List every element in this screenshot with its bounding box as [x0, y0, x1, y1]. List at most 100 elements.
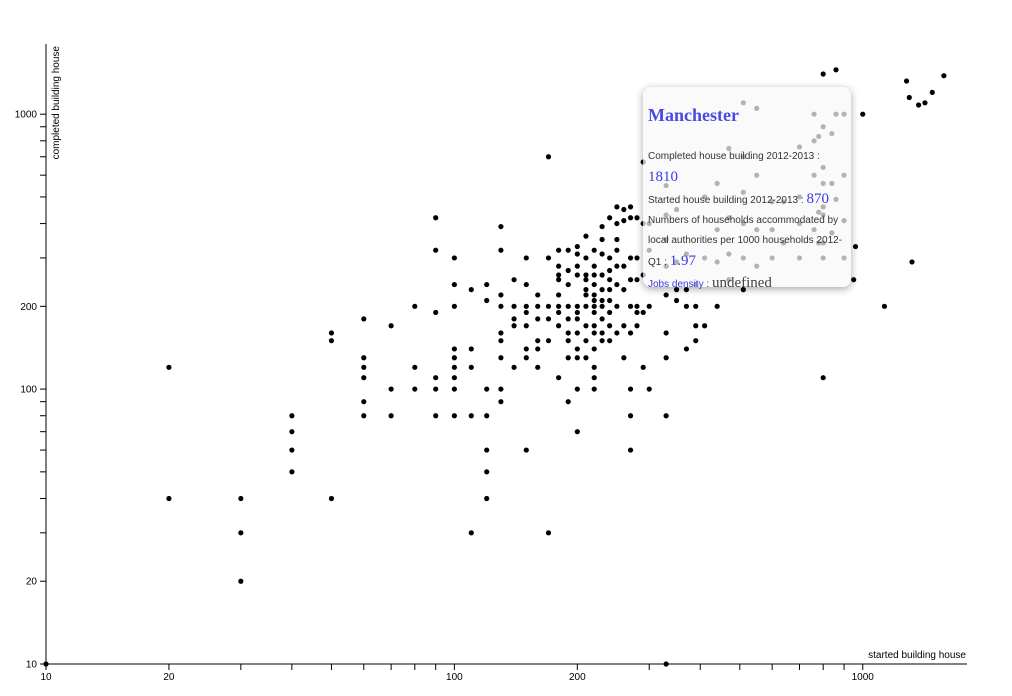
data-point[interactable] — [451, 281, 457, 288]
data-point[interactable] — [640, 309, 646, 316]
data-point[interactable] — [583, 292, 589, 298]
data-point[interactable] — [556, 277, 562, 283]
data-point[interactable] — [556, 323, 562, 329]
data-point[interactable] — [484, 281, 490, 288]
data-point[interactable] — [289, 413, 295, 419]
data-point[interactable] — [451, 375, 457, 381]
data-point[interactable] — [607, 309, 613, 316]
data-point[interactable] — [412, 303, 418, 309]
data-point[interactable] — [673, 297, 680, 304]
data-point[interactable] — [634, 303, 640, 309]
data-point[interactable] — [621, 206, 627, 213]
data-point[interactable] — [599, 272, 605, 278]
data-point[interactable] — [591, 272, 597, 278]
data-point[interactable] — [545, 255, 552, 261]
data-point[interactable] — [388, 323, 394, 329]
data-point[interactable] — [627, 386, 634, 392]
data-point[interactable] — [361, 375, 367, 381]
data-point[interactable] — [574, 386, 580, 392]
data-point[interactable] — [574, 272, 580, 278]
data-point[interactable] — [627, 413, 634, 419]
data-point[interactable] — [614, 204, 620, 210]
data-point[interactable] — [851, 277, 857, 283]
data-point[interactable] — [915, 102, 922, 108]
data-point[interactable] — [498, 338, 504, 344]
data-point[interactable] — [852, 243, 859, 250]
data-point[interactable] — [433, 413, 439, 419]
data-point[interactable] — [484, 495, 490, 502]
data-point[interactable] — [614, 330, 620, 336]
data-point[interactable] — [574, 330, 580, 336]
data-point[interactable] — [740, 287, 746, 293]
data-point[interactable] — [565, 330, 571, 336]
data-point[interactable] — [523, 346, 529, 352]
data-point[interactable] — [640, 364, 646, 370]
data-point[interactable] — [607, 287, 613, 293]
data-point[interactable] — [484, 447, 490, 453]
data-point[interactable] — [523, 323, 529, 329]
data-point[interactable] — [583, 323, 589, 329]
data-point[interactable] — [498, 223, 504, 230]
data-point[interactable] — [556, 309, 562, 316]
data-point[interactable] — [646, 386, 652, 392]
data-point[interactable] — [238, 530, 244, 536]
data-point[interactable] — [498, 292, 504, 298]
data-point[interactable] — [574, 263, 580, 269]
data-point[interactable] — [591, 386, 597, 392]
data-point[interactable] — [591, 346, 597, 352]
data-point[interactable] — [361, 316, 367, 322]
data-point[interactable] — [860, 111, 866, 117]
data-point[interactable] — [627, 277, 634, 283]
data-point[interactable] — [166, 364, 172, 370]
data-point[interactable] — [591, 309, 597, 316]
data-point[interactable] — [627, 330, 634, 336]
data-point[interactable] — [523, 447, 529, 453]
data-point[interactable] — [903, 78, 910, 84]
data-point[interactable] — [535, 292, 541, 298]
data-point[interactable] — [545, 530, 552, 536]
data-point[interactable] — [511, 316, 517, 322]
data-point[interactable] — [574, 355, 580, 361]
data-point[interactable] — [468, 530, 474, 536]
data-point[interactable] — [565, 399, 571, 405]
data-point[interactable] — [634, 277, 640, 283]
data-point[interactable] — [673, 287, 680, 293]
data-point[interactable] — [574, 303, 580, 309]
data-point[interactable] — [599, 330, 605, 336]
data-point[interactable] — [468, 364, 474, 370]
data-point[interactable] — [468, 346, 474, 352]
data-point[interactable] — [621, 287, 627, 293]
data-point[interactable] — [574, 251, 580, 257]
data-point[interactable] — [583, 287, 589, 293]
data-point[interactable] — [599, 303, 605, 309]
data-point[interactable] — [238, 578, 244, 584]
data-point[interactable] — [607, 297, 613, 304]
data-point[interactable] — [607, 267, 613, 274]
data-point[interactable] — [591, 303, 597, 309]
data-point[interactable] — [433, 309, 439, 316]
data-point[interactable] — [484, 413, 490, 419]
data-point[interactable] — [634, 309, 640, 316]
data-point[interactable] — [614, 236, 620, 243]
data-point[interactable] — [599, 297, 605, 304]
data-point[interactable] — [941, 73, 947, 79]
data-point[interactable] — [565, 247, 571, 253]
data-point[interactable] — [328, 495, 335, 502]
data-point[interactable] — [388, 413, 394, 419]
data-point[interactable] — [591, 281, 597, 288]
data-point[interactable] — [545, 316, 552, 322]
data-point[interactable] — [663, 355, 669, 361]
data-point[interactable] — [591, 263, 597, 269]
data-point[interactable] — [614, 220, 620, 227]
data-point[interactable] — [523, 281, 529, 288]
data-point[interactable] — [614, 303, 620, 309]
data-point[interactable] — [599, 251, 605, 257]
data-point[interactable] — [511, 277, 517, 283]
data-point[interactable] — [621, 263, 627, 269]
data-point[interactable] — [523, 309, 529, 316]
data-point[interactable] — [361, 413, 367, 419]
data-point[interactable] — [683, 287, 690, 293]
data-point[interactable] — [412, 364, 418, 370]
data-point[interactable] — [451, 355, 457, 361]
data-point[interactable] — [621, 355, 627, 361]
